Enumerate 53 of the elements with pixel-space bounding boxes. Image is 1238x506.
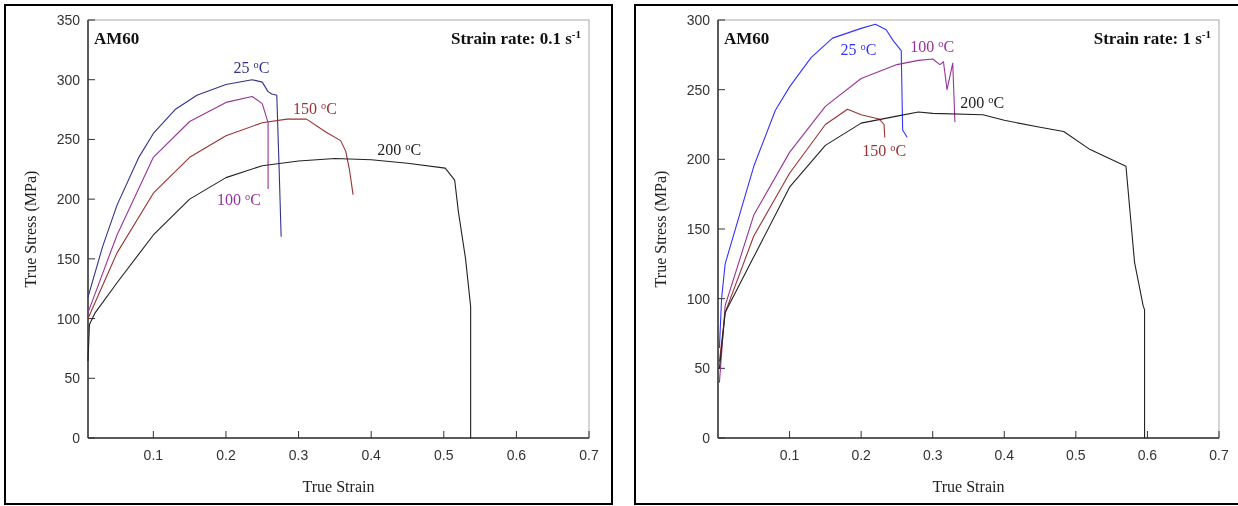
- x-tick-label: 0.3: [922, 447, 943, 463]
- y-axis-title: True Stress (MPa): [22, 170, 40, 288]
- x-tick-label: 0.7: [1209, 447, 1229, 463]
- annotation: AM60: [724, 29, 770, 48]
- line-series: [87, 157, 472, 439]
- x-tick-label: 0.2: [851, 447, 872, 463]
- x-tick-label: 0.7: [579, 447, 599, 463]
- annotation: Strain rate: 1 s$^{-1}$: [1093, 28, 1211, 48]
- series-label: 150 $^{o}$C: [862, 141, 907, 160]
- y-tick-label: 300: [56, 71, 81, 88]
- y-tick-label: 300: [686, 12, 711, 28]
- y-tick-label: 200: [686, 151, 711, 168]
- line-series: [87, 95, 269, 314]
- annotation: Strain rate: 0.1 s$^{-1}$: [450, 28, 581, 48]
- y-tick-label: 100: [56, 310, 81, 327]
- x-tick-label: 0.6: [506, 447, 527, 463]
- y-tick-label: 100: [686, 290, 711, 307]
- y-tick-label: 150: [56, 250, 81, 267]
- series-label: 25 $^{o}$C: [233, 58, 270, 76]
- series-label: 150 $^{o}$C: [292, 99, 337, 118]
- line-series: [718, 111, 1146, 439]
- y-tick-label: 250: [56, 131, 81, 148]
- x-axis-title: True Strain: [302, 478, 375, 495]
- x-tick-label: 0.4: [994, 447, 1015, 463]
- x-tick-label: 0.5: [434, 447, 454, 463]
- series-label: 200 $^{o}$C: [377, 140, 422, 158]
- line-series: [87, 79, 282, 298]
- series-label: 25 $^{o}$C: [840, 40, 877, 59]
- line-series: [718, 108, 886, 362]
- x-tick-label: 0.1: [779, 447, 800, 463]
- x-tick-label: 0.1: [143, 447, 164, 463]
- y-axis-title: True Stress (MPa): [652, 170, 670, 288]
- y-tick-label: 250: [686, 81, 711, 98]
- line-series: [718, 58, 956, 383]
- y-tick-label: 0: [702, 430, 711, 446]
- x-tick-label: 0.2: [216, 447, 236, 463]
- line-series: [87, 118, 354, 320]
- x-tick-label: 0.3: [288, 447, 309, 463]
- line-series: [718, 23, 908, 348]
- series-label: 100 $^{o}$C: [217, 190, 261, 209]
- y-tick-label: 150: [686, 221, 711, 237]
- x-tick-label: 0.4: [361, 447, 382, 463]
- series-label: 200 $^{o}$C: [960, 93, 1005, 111]
- y-tick-label: 200: [56, 191, 81, 208]
- x-tick-label: 0.5: [1066, 447, 1086, 463]
- y-tick-label: 0: [72, 430, 81, 446]
- x-tick-label: 0.6: [1137, 447, 1158, 463]
- annotation: AM60: [94, 29, 140, 48]
- y-tick-label: 350: [56, 12, 81, 28]
- y-tick-label: 50: [694, 360, 711, 377]
- y-tick-label: 50: [64, 370, 81, 387]
- x-axis-title: True Strain: [932, 478, 1005, 495]
- series-label: 100 $^{o}$C: [910, 37, 955, 56]
